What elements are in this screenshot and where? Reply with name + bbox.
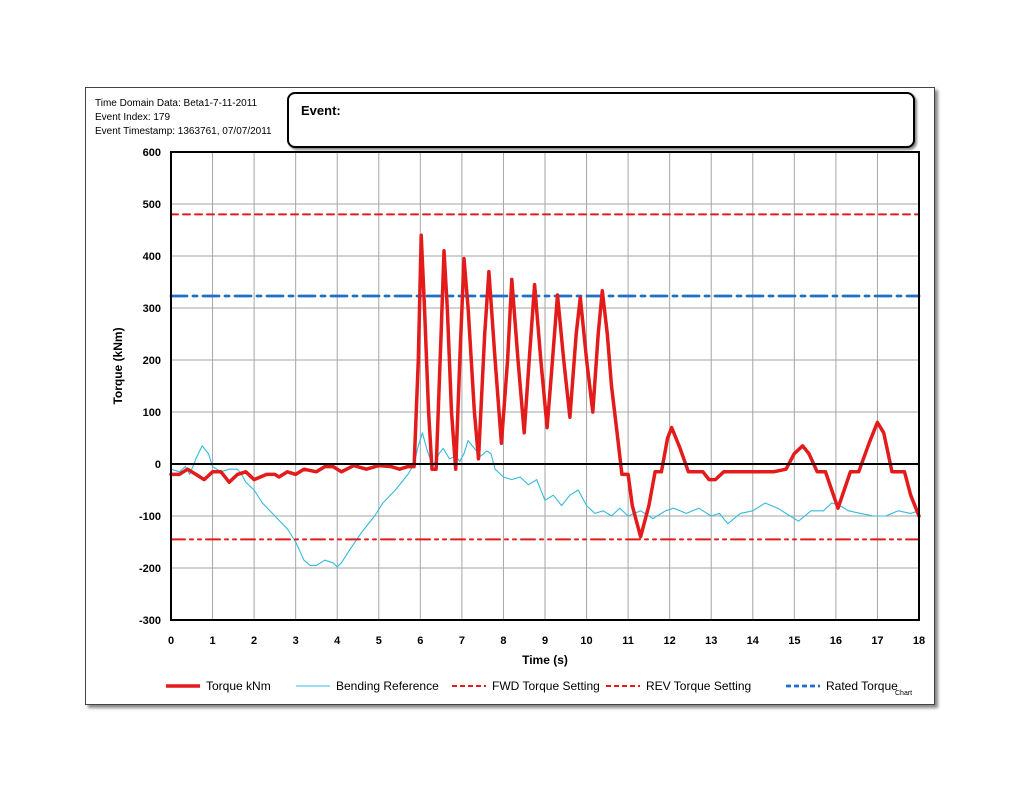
- chart-frame: [85, 87, 935, 705]
- series-line-1: [170, 432, 920, 568]
- x-tick-label-0: 0: [168, 635, 174, 647]
- x-tick-label-12: 12: [664, 635, 676, 647]
- y-tick-label-8: -200: [139, 563, 161, 575]
- x-tick-label-2: 2: [251, 635, 257, 647]
- x-tick-label-9: 9: [542, 635, 548, 647]
- header-event-timestamp: Event Timestamp: 1363761, 07/07/2011: [95, 126, 272, 137]
- y-tick-label-1: 500: [143, 199, 161, 211]
- y-tick-label-2: 400: [143, 251, 161, 263]
- y-tick-label-3: 300: [143, 303, 161, 315]
- legend-label-0: Torque kNm: [206, 679, 271, 693]
- corner-note: Chart: [895, 690, 912, 697]
- series-layer: [169, 213, 921, 568]
- event-box: Event:: [287, 92, 915, 148]
- x-tick-label-16: 16: [830, 635, 842, 647]
- legend: Torque kNm Bending Reference FWD Torque Se…: [166, 679, 898, 693]
- legend-label-1: Bending Reference: [336, 679, 439, 693]
- y-tick-label-0: 600: [143, 147, 161, 159]
- x-tick-label-8: 8: [500, 635, 506, 647]
- legend-label-4: Rated Torque: [826, 679, 898, 693]
- x-tick-label-17: 17: [871, 635, 883, 647]
- x-tick-labels: 0 1 2 3 4 5 6 7 8 9 10 11 12 13 14 15 16 17 18: [168, 635, 925, 647]
- x-tick-label-4: 4: [334, 635, 341, 647]
- x-tick-label-3: 3: [293, 635, 299, 647]
- y-tick-label-9: -300: [139, 615, 161, 627]
- y-axis-title: Torque (kNm): [111, 327, 125, 404]
- y-tick-label-4: 200: [143, 355, 161, 367]
- header-data-name: Time Domain Data: Beta1-7-11-2011: [95, 98, 258, 109]
- y-tick-label-7: -100: [139, 511, 161, 523]
- series-line-0: [169, 233, 921, 539]
- x-tick-label-10: 10: [580, 635, 592, 647]
- x-axis-title: Time (s): [522, 653, 568, 667]
- grid-lines: [171, 152, 919, 620]
- y-tick-label-5: 100: [143, 407, 161, 419]
- x-tick-label-1: 1: [209, 635, 215, 647]
- y-tick-labels: 600 500 400 300 200 100 0 -100 -200 -300: [139, 147, 161, 627]
- event-label: Event:: [301, 103, 341, 118]
- y-tick-label-6: 0: [155, 459, 161, 471]
- x-tick-label-6: 6: [417, 635, 423, 647]
- x-tick-label-18: 18: [913, 635, 925, 647]
- x-tick-label-7: 7: [459, 635, 465, 647]
- header-event-index: Event Index: 179: [95, 112, 171, 123]
- x-tick-label-5: 5: [376, 635, 382, 647]
- x-tick-label-13: 13: [705, 635, 717, 647]
- legend-label-2: FWD Torque Setting: [492, 679, 600, 693]
- x-tick-label-15: 15: [788, 635, 800, 647]
- x-tick-label-11: 11: [622, 635, 634, 647]
- x-tick-label-14: 14: [747, 635, 760, 647]
- header-info: Time Domain Data: Beta1-7-11-2011 Event …: [95, 97, 272, 139]
- legend-label-3: REV Torque Setting: [646, 679, 751, 693]
- plot-area-border: [170, 151, 920, 621]
